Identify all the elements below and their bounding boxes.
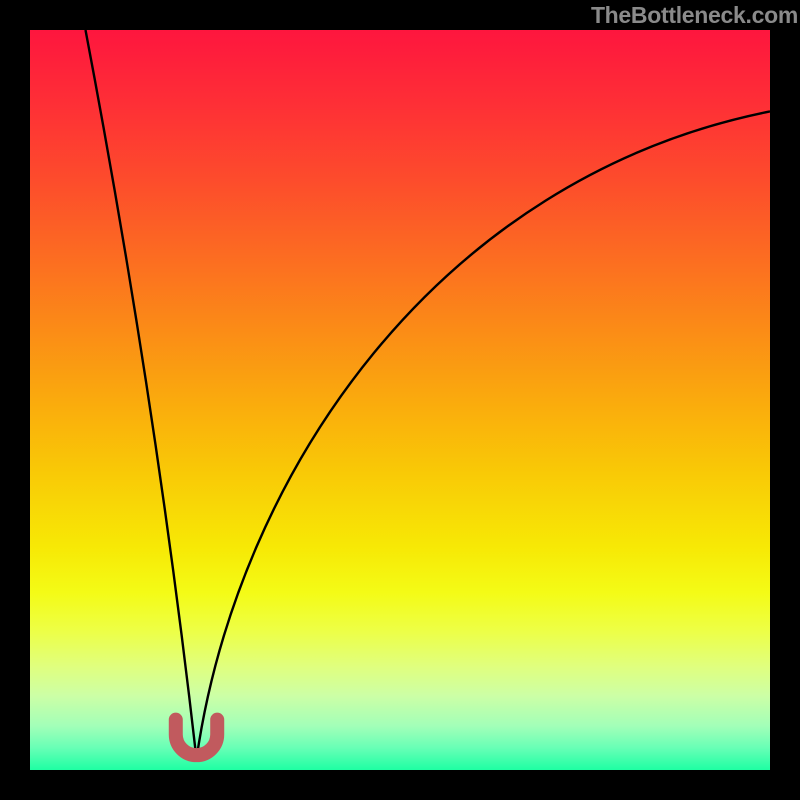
plot-area <box>30 30 770 770</box>
curve-overlay <box>30 30 770 770</box>
bottleneck-curve <box>86 30 771 759</box>
valley-marker <box>176 720 217 756</box>
watermark-label: TheBottleneck.com <box>591 2 798 29</box>
